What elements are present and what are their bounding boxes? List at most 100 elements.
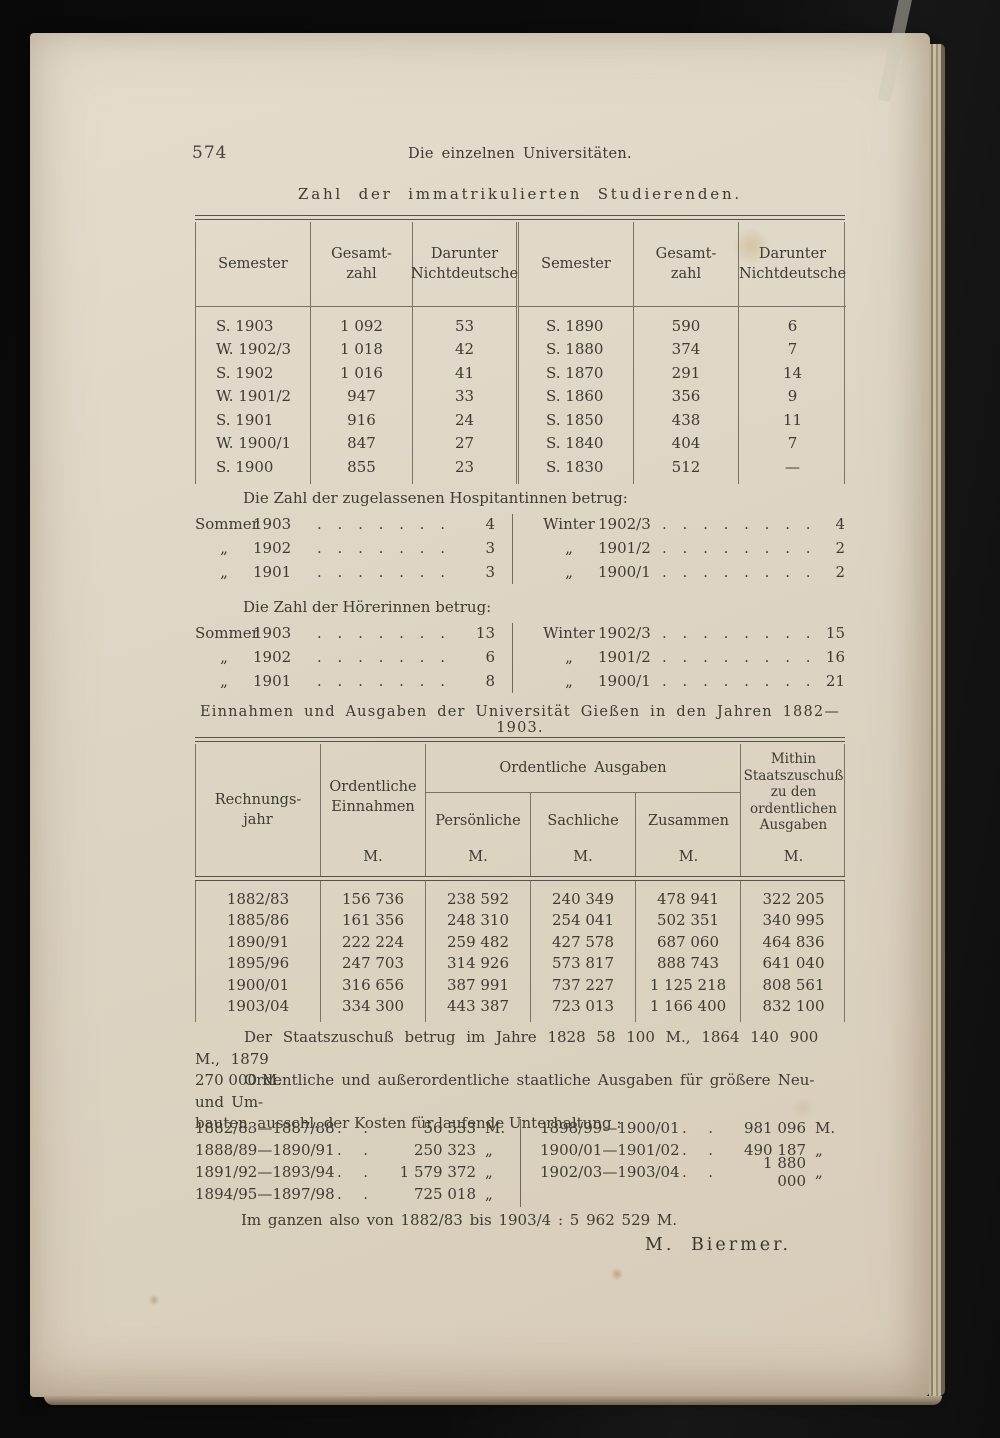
list-item: „ 1901/2 . . . . . . . . 16 <box>540 645 845 669</box>
neubauten-paragraph: Ordentliche und außerordentliche staatli… <box>195 1070 845 1135</box>
list-item: „ 1901/2 . . . . . . . . 2 <box>540 536 845 560</box>
table-cell: 464 836 <box>762 932 825 951</box>
table-cell: 316 656 <box>321 974 426 996</box>
table-cell: 42 <box>413 337 519 361</box>
paragraph-line: Der Staatszuschuß betrug im Jahre 1828 5… <box>195 1028 819 1068</box>
row-prefix: „ <box>565 563 573 581</box>
column-header: Gesamt-zahl <box>634 222 739 307</box>
list-column-left: 1882/83—1887/88. . . 56 533 M. 1888/89—189… <box>195 1117 515 1205</box>
dot-leader: . . . <box>337 1185 389 1203</box>
row-prefix: „ <box>220 648 228 666</box>
row-value: 2 <box>835 563 845 581</box>
header-label: Nichtdeutsche <box>410 266 519 282</box>
dot-leader: . . . . . . . . <box>662 515 809 533</box>
column-header: Darunter Nichtdeutsche <box>739 222 846 307</box>
row-value: 1 880 000 <box>763 1154 806 1190</box>
table-cell: 27 <box>413 431 519 455</box>
page-stain <box>148 1295 160 1305</box>
table-cell: 687 060 <box>636 931 741 953</box>
list-item: „ 1901 . . . . . . . . . 3 <box>195 560 495 584</box>
column-header-group: Ordentliche Ausgaben Persönliche M. Sachl… <box>426 744 741 876</box>
header-label: Ausgaben <box>759 817 828 833</box>
table-cell: W. 1902/3 <box>196 337 311 361</box>
table-cell: 240 349 <box>531 888 636 910</box>
table-cell: 1 125 218 <box>636 974 741 996</box>
header-label: Semester <box>541 256 611 272</box>
table-cell: 443 387 <box>426 995 531 1017</box>
hoererinnen-list: Sommer 1903 . . . . . . . . 13 „ 1902 . . . .… <box>195 621 845 693</box>
header-label: jahr <box>243 812 273 828</box>
table-cell: 1890/91 <box>196 931 321 953</box>
table-cell: 254 041 <box>531 909 636 931</box>
header-separator-rule <box>195 876 845 881</box>
list-item: 1902/03—1903/04. . . 1 880 000 „ <box>540 1154 845 1190</box>
finance-table-header: Rechnungs-jahr Ordentliche Einnahmen M. O… <box>195 744 845 876</box>
list-item: „ 1902 . . . . . . . . . 6 <box>195 645 495 669</box>
table-cell: 9 <box>787 387 798 406</box>
table-cell: 947 <box>311 384 413 408</box>
header-label: Semester <box>218 256 288 272</box>
list-item: „ 1900/1 . . . . . . . . 21 <box>540 669 845 693</box>
list-column-left: Sommer 1903 . . . . . . . . 13 „ 1902 . . . .… <box>195 621 495 693</box>
header-label: zahl <box>670 266 702 282</box>
table-cell: 427 578 <box>531 931 636 953</box>
row-prefix: Sommer <box>195 515 259 533</box>
table-cell: S. 1880 <box>519 337 634 361</box>
table-cell: 247 703 <box>321 952 426 974</box>
finance-table-title: Einnahmen und Ausgaben der Universität G… <box>199 704 841 736</box>
unit-label: M. <box>783 849 804 865</box>
paragraph-line: bauten, ausschl. der Kosten für laufende… <box>195 1114 622 1132</box>
dot-leader: . . . <box>682 1163 734 1181</box>
row-year: 1901 <box>253 563 292 581</box>
dot-leader: . . . . . . . . <box>662 624 809 642</box>
list-item: Sommer 1903 . . . . . . . . 4 <box>195 512 495 536</box>
paragraph-line: Ordentliche und außerordentliche staatli… <box>195 1071 815 1111</box>
row-value: 3 <box>485 563 495 581</box>
table-cell: 723 013 <box>531 995 636 1017</box>
column-header: Semester <box>196 222 311 307</box>
unit-label: M. <box>468 849 488 865</box>
row-value: 725 018 <box>413 1185 476 1203</box>
hospitantinnen-intro: Die Zahl der zugelassenen Hospitantinnen… <box>243 489 628 507</box>
table-cell: 1882/83 <box>196 888 321 910</box>
list-column-right: Winter 1902/3 . . . . . . . . 4 „ 1901/2 . . … <box>540 512 845 584</box>
dot-leader: . . . <box>682 1141 734 1159</box>
table-cell: 855 <box>311 455 413 479</box>
row-prefix: Winter <box>543 515 595 533</box>
table-cell: 322 205 <box>762 889 825 908</box>
row-value: 16 <box>825 648 845 666</box>
table-cell: 248 310 <box>426 909 531 931</box>
table-cell: 1895/96 <box>196 952 321 974</box>
row-value: 13 <box>475 624 495 642</box>
row-year: 1903 <box>253 515 292 533</box>
list-item: 1894/95—1897/98. . . 725 018 „ <box>195 1183 515 1205</box>
table-cell: 374 <box>634 337 739 361</box>
table-cell: 53 <box>413 314 519 338</box>
table-cell: 259 482 <box>426 931 531 953</box>
page-bottom-edge <box>44 1396 942 1405</box>
dot-leader: . . . . . . . . . <box>317 563 446 581</box>
column-header: Mithin Staatszuschuß zu den ordentlichen Aus… <box>741 744 846 876</box>
table-cell: S. 1860 <box>519 384 634 408</box>
table-cell: 590 <box>634 314 739 338</box>
list-item: „ 1901 . . . . . . . . . 8 <box>195 669 495 693</box>
list-column-left: Sommer 1903 . . . . . . . . 4 „ 1902 . . . . … <box>195 512 495 584</box>
row-year: 1902 <box>253 539 292 557</box>
table-cell: 847 <box>311 431 413 455</box>
header-label: Ordentliche <box>329 778 417 795</box>
students-table-grid: Semester Gesamt-zahl Darunter Nichtdeutsc… <box>195 222 846 484</box>
table-cell: 888 743 <box>636 952 741 974</box>
list-item: „ 1900/1 . . . . . . . . 2 <box>540 560 845 584</box>
table-cell: 222 224 <box>321 931 426 953</box>
row-value: 4 <box>835 515 845 533</box>
table-cell: 832 100 <box>762 997 825 1016</box>
header-label: Darunter <box>430 246 499 262</box>
table-cell: 24 <box>413 408 519 432</box>
dot-leader: . . . . . . . . <box>662 672 809 690</box>
table-cell: — <box>785 457 800 476</box>
row-value: 8 <box>485 672 495 690</box>
table-cell: 7 <box>787 434 798 453</box>
list-item: 1888/89—1890/91. . . 250 323 „ <box>195 1139 515 1161</box>
column-divider <box>512 623 513 693</box>
unit-label: M. <box>815 1119 836 1137</box>
